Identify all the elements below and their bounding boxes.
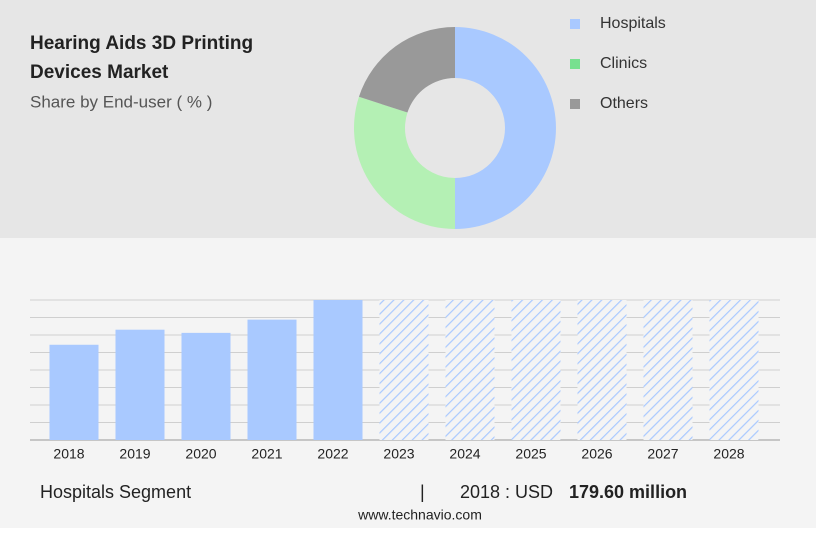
legend-swatch bbox=[570, 19, 580, 29]
x-tick-label: 2025 bbox=[515, 446, 546, 462]
bar bbox=[247, 319, 297, 440]
legend-swatch bbox=[570, 99, 580, 109]
footer-value: 179.60 million bbox=[569, 482, 687, 502]
forecast-bar bbox=[379, 300, 429, 440]
x-tick-label: 2024 bbox=[449, 446, 480, 462]
chart-title: Hearing Aids 3D Printing bbox=[30, 33, 253, 54]
footer-segment: Hospitals Segment bbox=[40, 482, 191, 502]
bar bbox=[49, 344, 99, 440]
x-tick-label: 2028 bbox=[713, 446, 744, 462]
chart-subtitle: Share by End-user ( % ) bbox=[30, 92, 212, 111]
x-tick-label: 2021 bbox=[251, 446, 282, 462]
forecast-bar bbox=[643, 300, 693, 440]
bar bbox=[313, 300, 363, 440]
x-tick-label: 2026 bbox=[581, 446, 612, 462]
donut-slice bbox=[455, 27, 556, 229]
x-tick-label: 2018 bbox=[53, 446, 84, 462]
donut-slice bbox=[353, 96, 455, 230]
x-tick-label: 2027 bbox=[647, 446, 678, 462]
x-tick-label: 2023 bbox=[383, 446, 414, 462]
forecast-bar bbox=[709, 300, 759, 440]
forecast-bar bbox=[511, 300, 561, 440]
legend-label: Others bbox=[600, 95, 648, 112]
footer-separator: | bbox=[420, 482, 425, 502]
legend-label: Clinics bbox=[600, 55, 647, 72]
x-tick-label: 2020 bbox=[185, 446, 216, 462]
forecast-bar bbox=[445, 300, 495, 440]
x-tick-label: 2019 bbox=[119, 446, 150, 462]
footer-source: www.technavio.com bbox=[357, 507, 482, 523]
legend-label: Hospitals bbox=[600, 15, 666, 32]
chart-title-line-2: Devices Market bbox=[30, 62, 169, 83]
legend-swatch bbox=[570, 59, 580, 69]
donut-slice bbox=[358, 27, 455, 113]
footer-year: 2018 : USD bbox=[460, 482, 553, 502]
bar bbox=[115, 329, 165, 440]
forecast-bar bbox=[577, 300, 627, 440]
bar bbox=[181, 332, 231, 440]
x-tick-label: 2022 bbox=[317, 446, 348, 462]
